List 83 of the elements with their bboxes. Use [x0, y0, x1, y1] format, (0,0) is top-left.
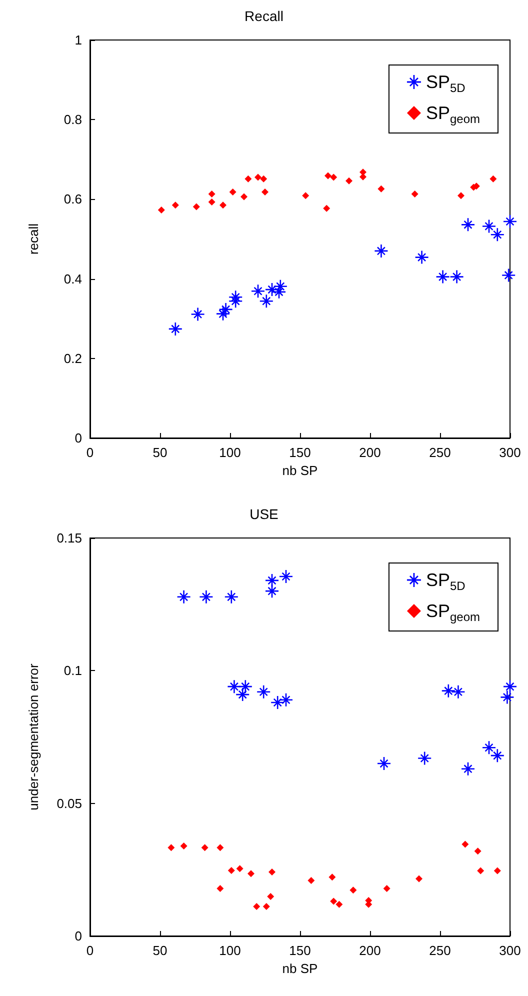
y-tick-label: 0: [74, 430, 82, 446]
point: [378, 185, 385, 192]
y-tick-label: 0.2: [64, 350, 82, 366]
y-axis-title: under-segmentation error: [26, 662, 41, 810]
point: [262, 903, 270, 910]
y-axis-title: recall: [26, 223, 41, 255]
y-tick-label: 0.05: [56, 796, 82, 811]
point: [323, 204, 330, 212]
point: [262, 188, 268, 196]
point: [436, 270, 450, 284]
y-tick-label: 1: [74, 32, 82, 48]
point: [415, 250, 428, 264]
point: [228, 866, 235, 874]
x-tick-label: 0: [86, 943, 94, 958]
point: [229, 188, 236, 196]
point: [168, 844, 175, 852]
point: [244, 175, 252, 182]
point: [158, 206, 165, 214]
point: [220, 202, 226, 209]
y-tick-label: 0.15: [56, 530, 82, 546]
x-tick-label: 150: [289, 943, 311, 958]
y-tick-label: 0.6: [64, 192, 82, 207]
point: [324, 172, 332, 180]
x-tick-label: 300: [499, 445, 521, 460]
y-tick-label: 0.8: [64, 112, 82, 128]
point: [450, 270, 464, 284]
x-tick-label: 50: [152, 445, 168, 460]
y-tick-label: 0.4: [64, 271, 82, 286]
point: [474, 848, 482, 855]
point: [253, 903, 260, 910]
point: [236, 865, 244, 872]
x-tick-label: 300: [499, 943, 521, 958]
point: [416, 875, 422, 882]
point: [208, 198, 216, 206]
point: [328, 874, 336, 881]
x-tick-label: 50: [152, 943, 168, 958]
chart-title: USE: [250, 506, 278, 522]
x-axis-title: nb SP: [282, 462, 318, 478]
point: [494, 867, 501, 874]
point: [216, 885, 224, 892]
point: [502, 268, 516, 282]
x-tick-label: 200: [359, 445, 381, 460]
point: [418, 752, 432, 765]
point: [260, 175, 268, 182]
x-tick-label: 100: [219, 445, 241, 460]
point: [248, 870, 254, 878]
point: [240, 193, 248, 200]
x-tick-label: 150: [289, 445, 311, 460]
y-tick-label: 0: [74, 928, 82, 944]
point: [254, 174, 262, 181]
point: [302, 192, 310, 200]
x-axis-title: nb SP: [282, 960, 318, 976]
chart-title: Recall: [244, 8, 284, 24]
point: [257, 685, 270, 698]
x-tick-label: 200: [359, 943, 381, 958]
point: [477, 867, 484, 874]
point: [458, 192, 464, 200]
point: [172, 202, 179, 209]
point: [411, 190, 418, 198]
point: [490, 228, 504, 242]
point: [201, 844, 208, 852]
point: [452, 685, 465, 698]
point: [383, 885, 390, 892]
point: [346, 177, 352, 184]
point: [180, 842, 188, 850]
point: [462, 840, 469, 848]
point: [268, 868, 276, 876]
point: [330, 898, 338, 905]
x-tick-label: 100: [219, 943, 241, 958]
point: [192, 203, 200, 210]
point: [216, 844, 224, 852]
point: [308, 877, 315, 884]
point: [500, 690, 514, 704]
point: [350, 886, 357, 894]
x-tick-label: 0: [86, 445, 94, 460]
x-tick-label: 250: [429, 445, 451, 460]
point: [330, 174, 338, 181]
point: [490, 175, 497, 182]
point: [336, 900, 343, 908]
y-tick-label: 0.1: [64, 663, 82, 678]
x-tick-label: 250: [429, 943, 451, 958]
point: [267, 892, 274, 900]
point: [208, 190, 216, 198]
